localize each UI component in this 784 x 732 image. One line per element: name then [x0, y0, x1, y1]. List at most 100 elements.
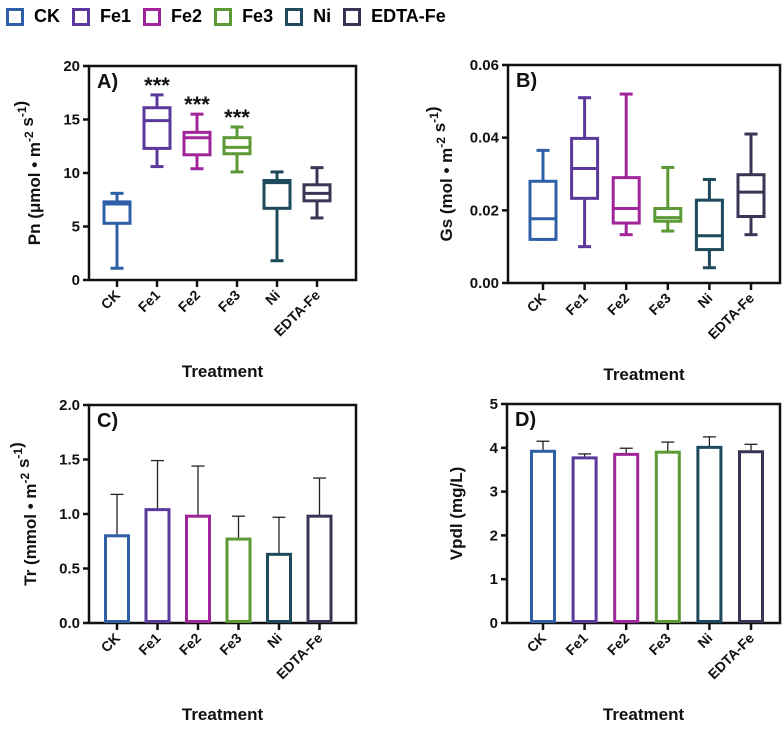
legend-item-fe1: Fe1 [72, 6, 131, 27]
bar-fe1 [571, 453, 598, 623]
x-tick-label: Fe1 [135, 630, 164, 659]
legend-item-ni: Ni [285, 6, 331, 27]
x-axis-label: Treatment [603, 365, 685, 384]
x-tick-label: EDTA-Fe [705, 290, 758, 343]
x-tick-label: Ni [694, 290, 715, 311]
significance-stars: *** [184, 92, 210, 117]
panel-label: D) [515, 409, 536, 431]
panel-label: A) [97, 71, 118, 93]
box-fe3 [653, 165, 683, 233]
legend-swatch [343, 7, 362, 26]
legend-label: CK [34, 6, 60, 26]
x-tick-label: Fe1 [562, 630, 591, 659]
bar [144, 508, 171, 624]
bar [185, 514, 211, 623]
x-tick-label: Fe2 [175, 287, 204, 316]
y-tick-label: 1 [490, 571, 498, 588]
box-iqr [262, 178, 292, 210]
box-fe3: *** [222, 105, 252, 174]
legend-swatch [6, 7, 24, 26]
y-tick-label: 0.5 [59, 561, 80, 578]
bar [530, 449, 556, 623]
bar-fe3 [654, 441, 681, 623]
bar [738, 450, 764, 623]
y-axis-label-part: ) [423, 106, 442, 112]
box-iqr [694, 198, 724, 252]
y-tick-label: 1.0 [59, 506, 80, 523]
bar [571, 456, 598, 623]
bar-fe3 [225, 515, 252, 624]
y-axis-label-superscript: -2 [18, 472, 32, 483]
x-tick-label: Fe3 [646, 290, 675, 319]
y-tick-label: 1.5 [59, 452, 80, 469]
y-tick-label: 2.0 [59, 397, 80, 414]
x-tick-label: Fe2 [604, 290, 633, 319]
plot-frame [506, 63, 782, 285]
bar [613, 452, 640, 623]
box-edta-fe [302, 166, 332, 220]
y-tick-label: 5 [490, 396, 498, 413]
box-fe2 [611, 92, 641, 237]
box-iqr [736, 173, 766, 219]
legend-swatch [72, 7, 90, 26]
y-tick-label: 0.00 [470, 275, 499, 292]
x-tick-label: Ni [262, 287, 283, 308]
x-tick-label: Fe1 [562, 290, 591, 319]
legend-label: Ni [313, 6, 332, 26]
y-tick-label: 2 [490, 527, 498, 544]
panel-label: B) [516, 70, 537, 92]
y-axis-label-part: s [18, 117, 37, 131]
box-iqr [222, 136, 252, 156]
panel-label: C) [97, 410, 118, 432]
y-axis-label: Gs (mol • m-2 s-1) [423, 106, 456, 241]
bar [266, 552, 292, 624]
y-tick-label: 0.02 [470, 202, 499, 219]
x-tick-label: Fe3 [216, 630, 245, 659]
y-tick-label: 0 [490, 615, 498, 632]
box-iqr [653, 207, 683, 223]
x-axis-label: Treatment [603, 705, 685, 724]
bar [306, 514, 333, 623]
y-tick-label: 4 [490, 440, 499, 457]
legend-label: Fe3 [242, 6, 274, 26]
x-tick-label: Fe1 [135, 287, 164, 316]
bar-fe2 [613, 447, 640, 623]
x-tick-label: Fe2 [604, 630, 633, 659]
box-ni [694, 177, 724, 270]
y-tick-label: 0 [72, 272, 80, 289]
legend-item-ck: CK [6, 6, 60, 27]
box-fe1: *** [142, 73, 172, 169]
panel-c: 0.00.51.01.52.0CK Fe1 Fe2 Fe3 NiEDTA-FeC)Tre… [7, 397, 358, 724]
plot-frame [505, 402, 782, 625]
x-tick-label: Fe3 [646, 630, 675, 659]
bar-ni [266, 516, 292, 624]
y-axis-label-superscript: -2 [22, 131, 36, 142]
x-tick-label: CK [97, 287, 123, 313]
bar [654, 450, 681, 623]
box-ni [262, 170, 292, 263]
box-ck [528, 148, 558, 241]
bar-fe2 [185, 465, 211, 623]
box-fe1 [570, 96, 600, 249]
box-fe2: *** [182, 92, 212, 171]
legend: CK Fe1 Fe2 Fe3 Ni EDTA-Fe [6, 6, 458, 27]
legend-swatch [285, 7, 304, 26]
x-tick-label: CK [523, 630, 549, 656]
bar-ni [696, 436, 723, 623]
box-iqr [182, 130, 212, 157]
bar-edta-fe [738, 443, 764, 623]
legend-swatch [214, 7, 233, 26]
y-tick-label: 5 [72, 219, 80, 236]
legend-item-fe3: Fe3 [214, 6, 273, 27]
box-iqr [528, 179, 558, 241]
legend-label: Fe1 [100, 6, 132, 26]
y-tick-label: 0.06 [470, 57, 499, 74]
y-axis-label-part: s [430, 123, 449, 137]
significance-stars: *** [224, 105, 250, 130]
y-axis-label-part: Gs (mol • m [437, 148, 456, 242]
x-tick-label: Ni [694, 630, 715, 651]
y-tick-label: 0.0 [59, 615, 80, 632]
y-axis-label-part: Vpdl (mg/L) [447, 467, 466, 560]
